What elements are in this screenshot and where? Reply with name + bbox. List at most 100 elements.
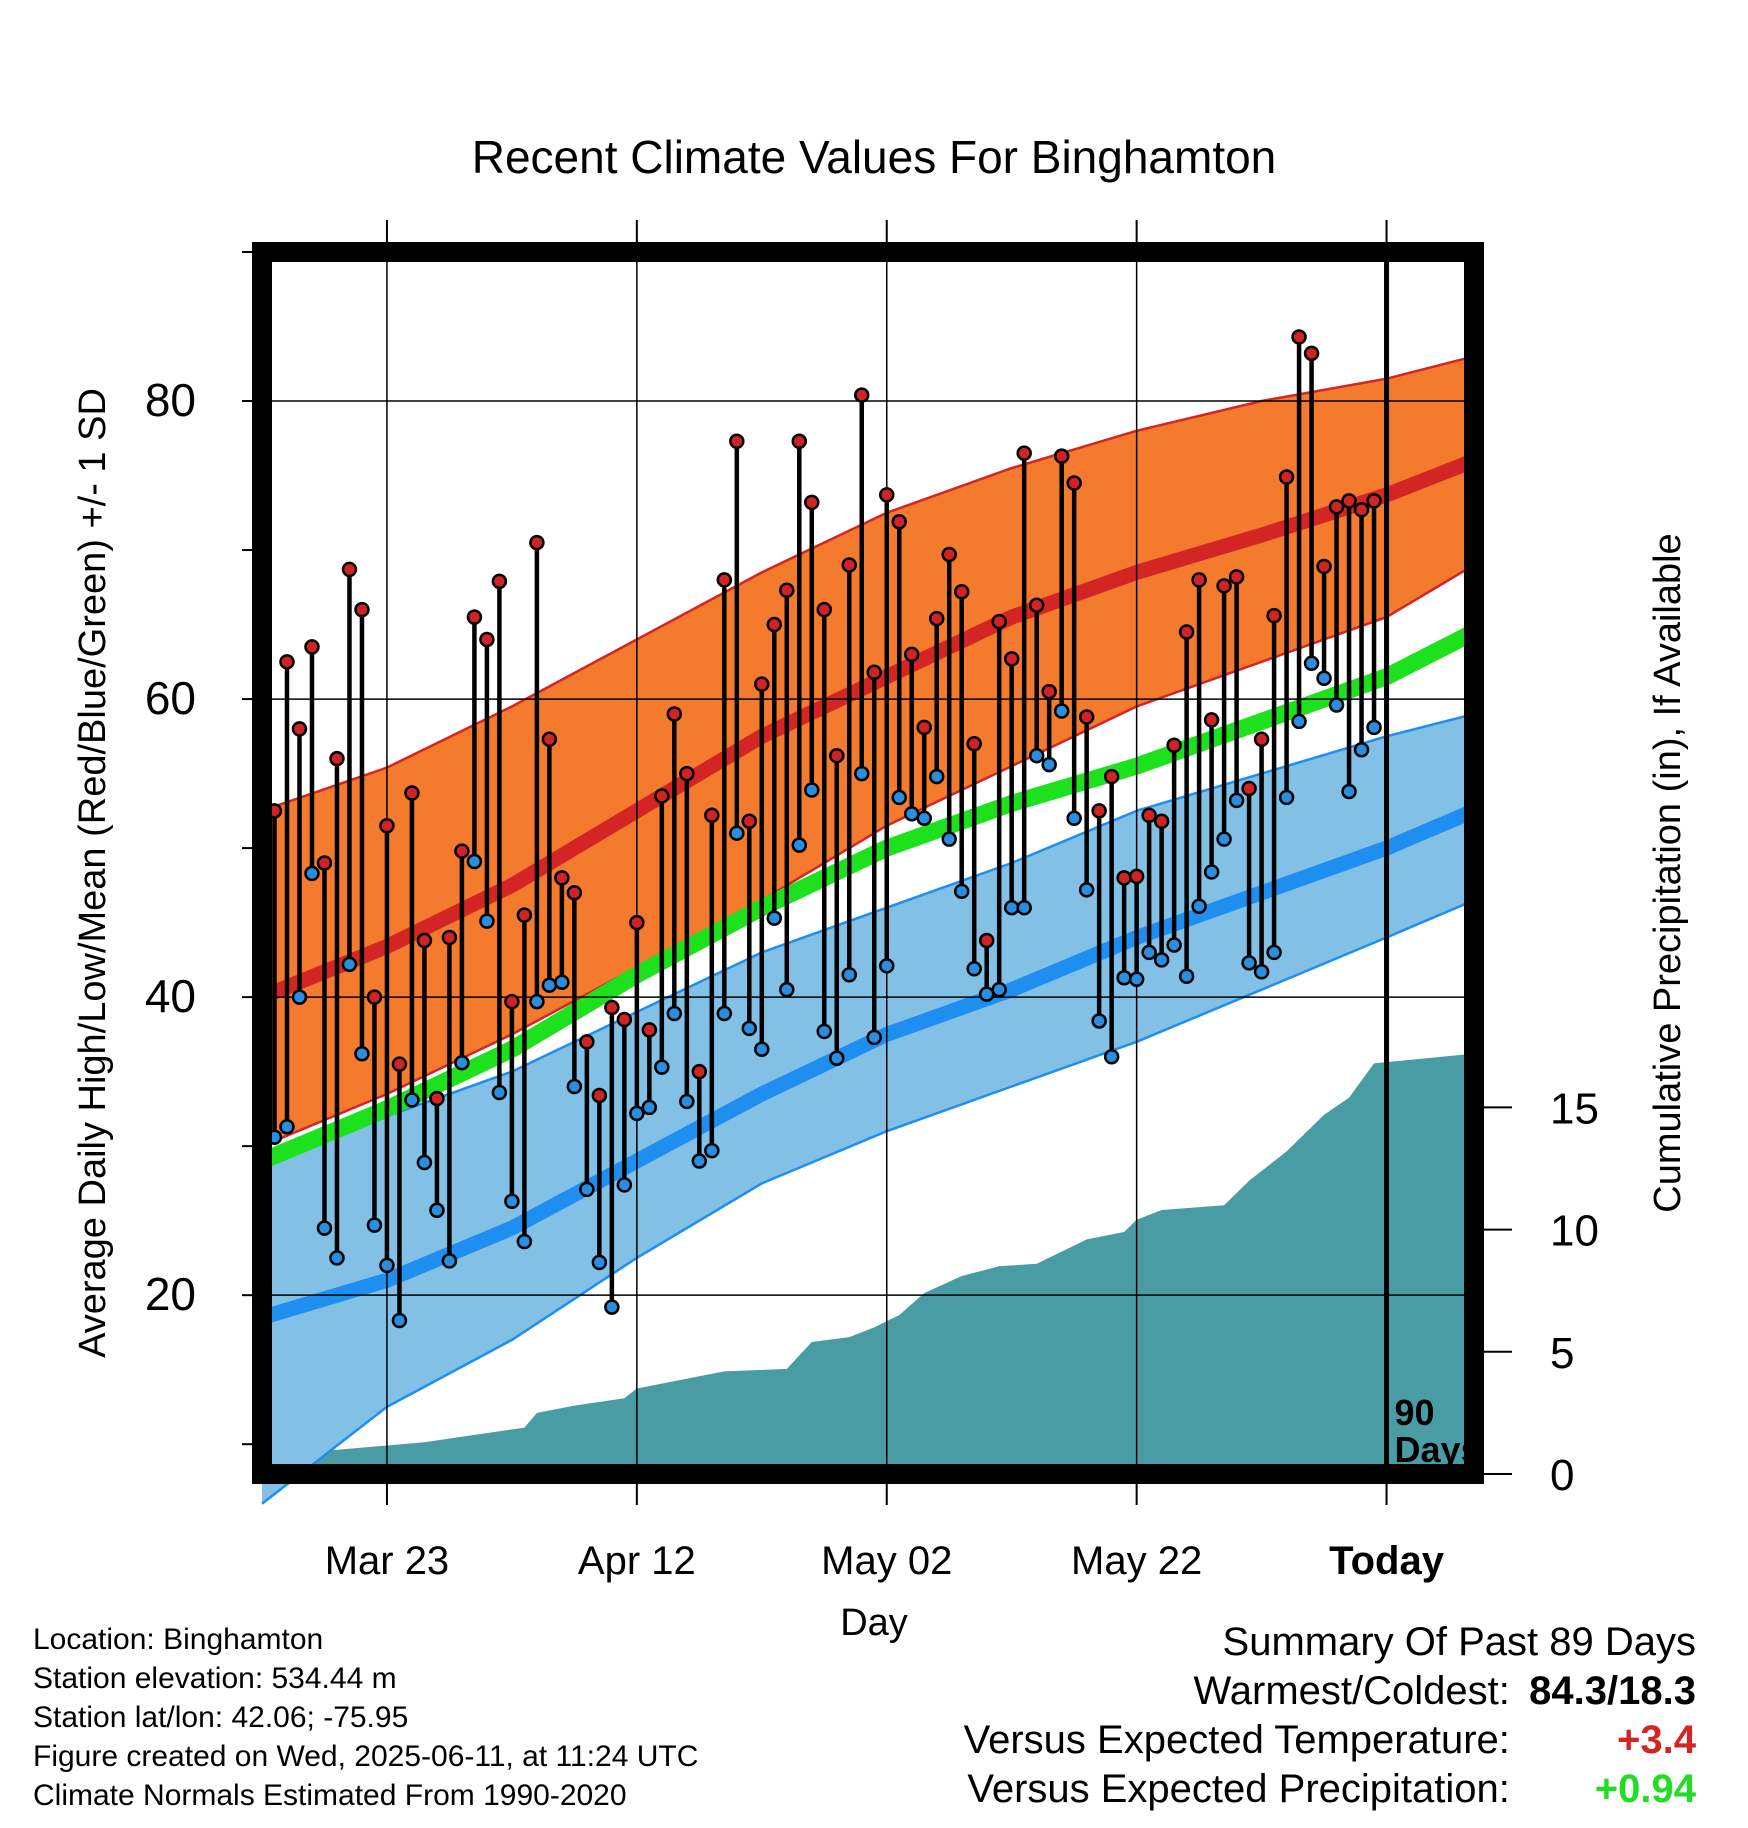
daily-low-point (1278, 789, 1295, 806)
daily-low-point (579, 1181, 595, 1198)
daily-low-point (953, 883, 970, 900)
daily-low-point (1341, 783, 1357, 800)
daily-high-point (1141, 807, 1157, 824)
daily-high-point (978, 932, 995, 949)
daily-low-point (779, 981, 795, 998)
precip-area (262, 1053, 1474, 1474)
daily-high-point (1041, 683, 1057, 700)
daily-low-point (741, 1020, 758, 1037)
daily-high-point (903, 646, 920, 663)
warmest-coldest-label: Warmest/Coldest: (1193, 1669, 1510, 1713)
daily-high-point (916, 719, 932, 736)
daily-high-point (1303, 345, 1320, 362)
daily-high-point (441, 929, 458, 946)
daily-low-point (916, 810, 932, 827)
high-normal-band (262, 356, 1474, 1147)
y2-axis-label: Cumulative Precipitation (in), If Availa… (1647, 533, 1689, 1212)
daily-high-point (1253, 731, 1270, 748)
daily-high-point (991, 613, 1007, 630)
daily-low-point (604, 1299, 620, 1315)
daily-high-point (1028, 597, 1045, 613)
daily-low-point (429, 1202, 445, 1218)
daily-low-point (479, 913, 495, 929)
daily-low-point (1241, 955, 1257, 971)
daily-low-point (279, 1119, 295, 1135)
daily-high-point (654, 788, 670, 804)
daily-high-point (604, 999, 620, 1016)
daily-high-point (416, 932, 433, 949)
daily-high-point (791, 433, 808, 450)
daily-high-point (491, 573, 508, 590)
daily-low-point (941, 831, 957, 847)
daily-high-point (316, 855, 333, 871)
daily-high-point (1066, 475, 1082, 491)
y2-tick-label: 5 (1550, 1329, 1574, 1378)
daily-low-point (704, 1142, 720, 1159)
daily-high-point (566, 885, 583, 901)
daily-high-point (354, 601, 370, 618)
daily-high-point (1116, 870, 1132, 886)
daily-high-point (1203, 712, 1220, 728)
daily-high-point (366, 989, 383, 1005)
latlon-text: Station lat/lon: 42.06; -75.95 (33, 1701, 409, 1734)
precip-anomaly-row: Versus Expected Precipitation: +0.94 (964, 1765, 1696, 1814)
daily-low-point (966, 961, 982, 977)
daily-low-point (1003, 899, 1020, 916)
daily-high-point (404, 785, 420, 801)
warmest-coldest-row: Warmest/Coldest: 84.3/18.3 (964, 1667, 1697, 1716)
daily-low-point (1141, 944, 1157, 961)
y2-tick-label: 15 (1550, 1084, 1599, 1133)
daily-low-point (1191, 898, 1207, 914)
daily-high-point (1341, 493, 1357, 509)
daily-high-point (716, 572, 733, 588)
daily-low-point (766, 910, 783, 926)
daily-high-point (1228, 569, 1245, 585)
daily-high-point (691, 1063, 708, 1080)
daily-low-point (878, 958, 895, 974)
daily-low-point (566, 1078, 583, 1095)
daily-high-point (466, 609, 483, 625)
x-tick-label: Today (1329, 1539, 1445, 1583)
precip-anomaly-label: Versus Expected Precipitation: (967, 1767, 1510, 1811)
daily-high-point (804, 494, 820, 511)
daily-low-point (616, 1177, 633, 1193)
daily-low-point (804, 782, 820, 798)
daily-high-point (1003, 651, 1020, 667)
daily-low-point (666, 1005, 683, 1022)
daily-low-point (1091, 1013, 1107, 1029)
daily-low-point (679, 1093, 695, 1110)
daily-low-point (928, 768, 945, 785)
daily-high-point (341, 561, 358, 578)
daily-high-point (529, 534, 545, 551)
daily-high-point (391, 1056, 408, 1072)
y-axis-label: Average Daily High/Low/Mean (Red/Blue/Gr… (72, 388, 114, 1358)
daily-high-point (454, 843, 470, 859)
daily-high-point (516, 907, 533, 923)
daily-high-point (1091, 803, 1107, 819)
daily-high-point (741, 813, 758, 830)
daily-high-point (379, 817, 395, 834)
daily-low-point (591, 1254, 608, 1271)
daily-high-point (1053, 448, 1070, 464)
y2-tick-label: 10 (1550, 1207, 1599, 1256)
daily-low-point (379, 1257, 395, 1274)
daily-low-point (1053, 703, 1070, 719)
daily-high-point (279, 654, 295, 670)
daily-low-point (1153, 952, 1170, 968)
daily-high-point (1103, 768, 1120, 785)
daily-high-point (729, 433, 745, 450)
daily-high-point (704, 807, 720, 824)
daily-low-point (304, 865, 320, 882)
daily-high-point (1266, 607, 1282, 624)
daily-low-point (754, 1041, 770, 1058)
daily-low-point (1266, 944, 1282, 961)
daily-low-point (1078, 882, 1095, 898)
daily-low-point (1228, 792, 1245, 809)
daily-high-point (891, 513, 907, 530)
summary-title: Summary Of Past 89 Days (1222, 1620, 1696, 1664)
y2-tick-label: 0 (1550, 1451, 1574, 1500)
daily-high-point (1291, 329, 1307, 345)
daily-low-point (891, 789, 907, 806)
daily-low-point (903, 806, 920, 822)
